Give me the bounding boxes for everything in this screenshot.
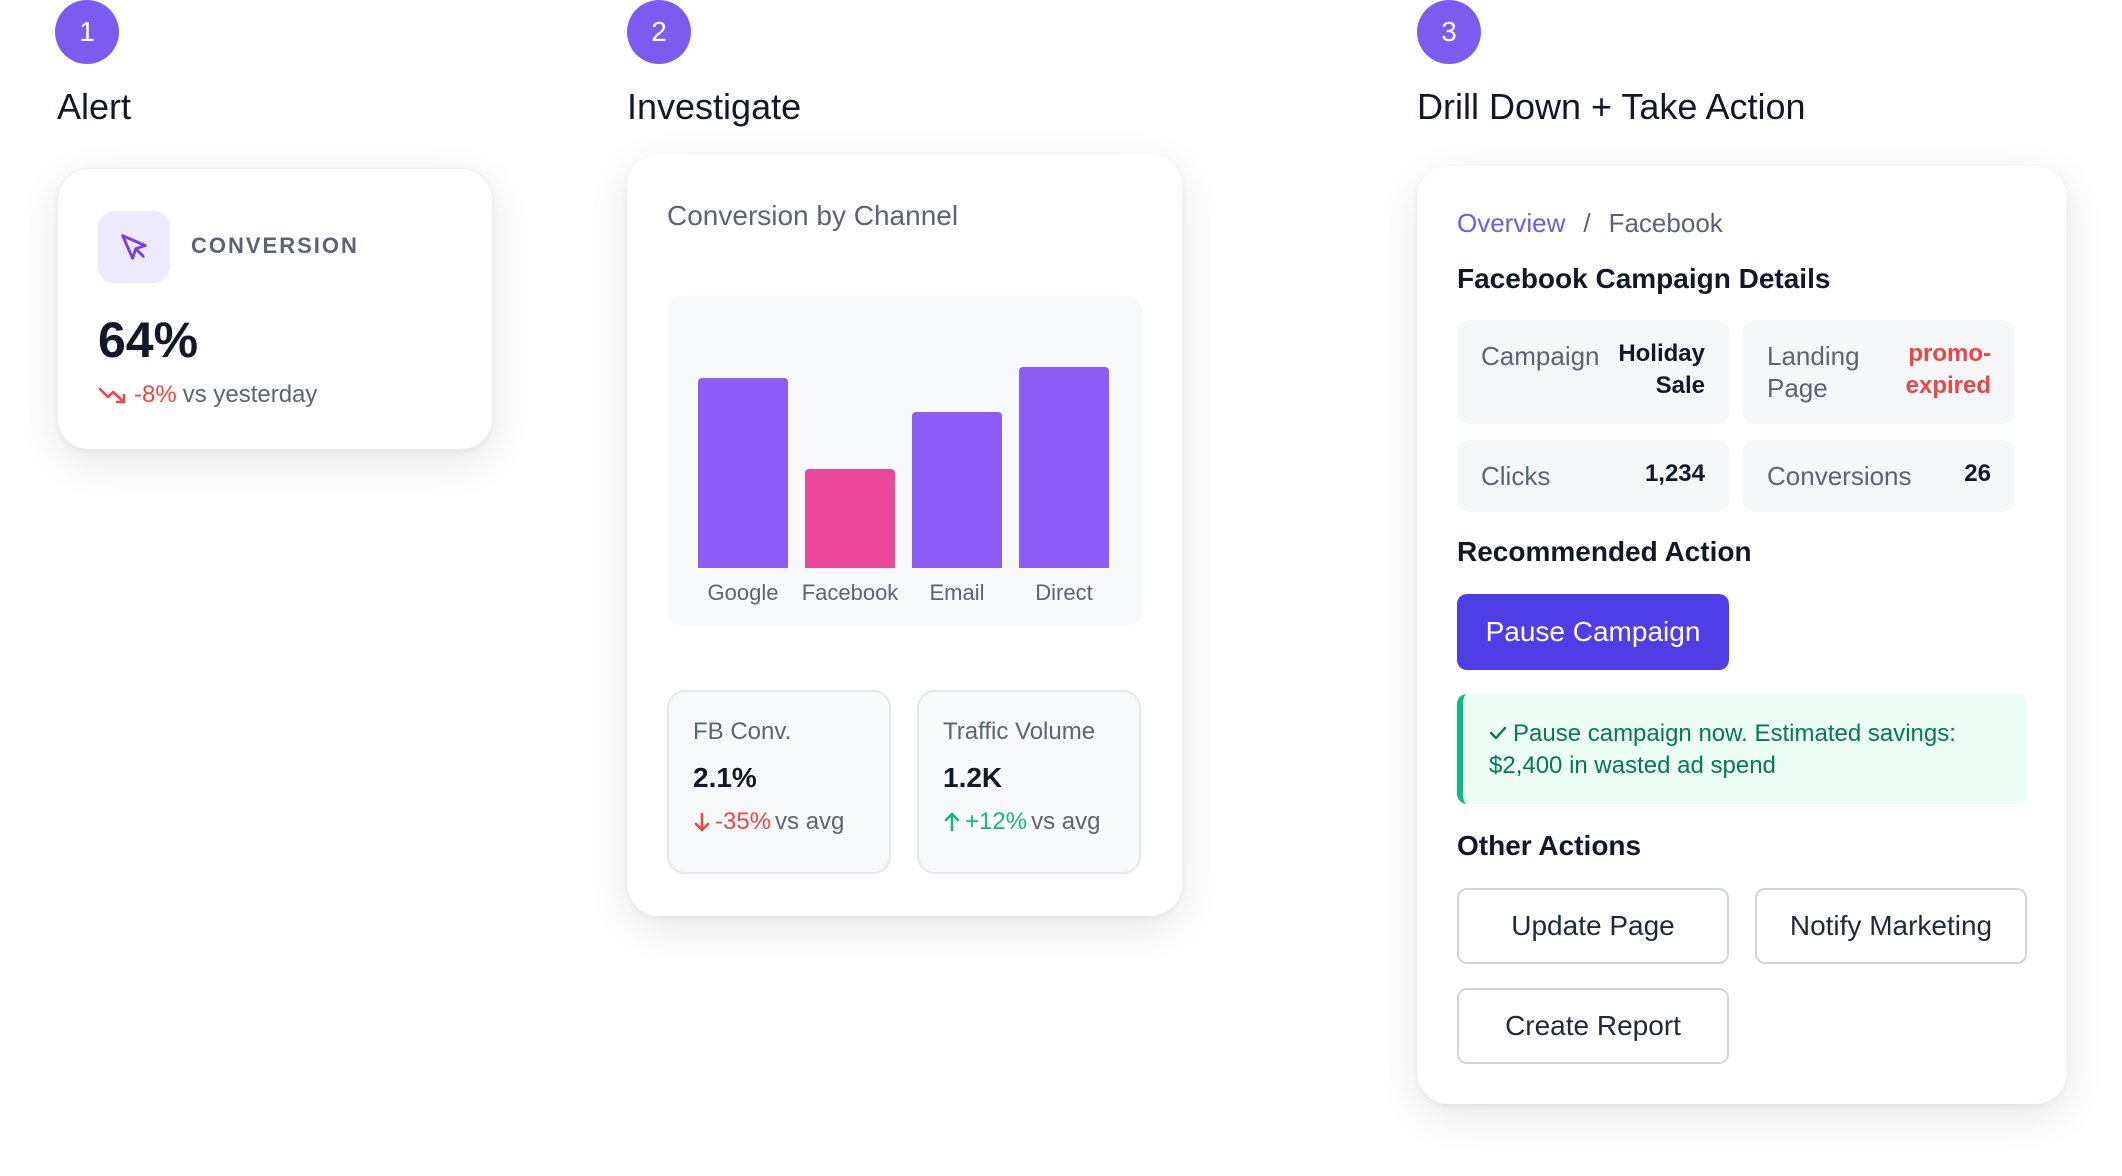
detail-value: 1,234 <box>1644 460 1705 487</box>
notify-marketing-button[interactable]: Notify Marketing <box>1755 888 2027 964</box>
metric-delta-suffix: vs yesterday <box>182 381 318 408</box>
stat-delta-value: +12% <box>965 808 1028 835</box>
stat-label: Traffic Volume <box>943 718 1096 745</box>
other-actions-heading: Other Actions <box>1457 830 1642 861</box>
metric-delta: -8% vs yesterday <box>98 381 317 409</box>
detail-label: Conversions <box>1767 461 1912 491</box>
bar-label-google: Google <box>707 580 779 605</box>
breadcrumb-current: Facebook <box>1608 208 1723 238</box>
recommendation-notice: Pause campaign now. Estimated savings: $… <box>1457 694 2027 804</box>
stat-delta-value: -35% <box>715 808 772 835</box>
metric-value: 64% <box>98 312 199 368</box>
detail-value: Holiday Sale <box>1618 340 1705 399</box>
bar-label-facebook: Facebook <box>801 580 899 605</box>
stat-delta-suffix: vs avg <box>1031 808 1101 835</box>
step-3-title: Drill Down + Take Action <box>1417 86 1806 127</box>
stat-value: 2.1% <box>693 762 757 793</box>
detail-value: promo-expired <box>1905 340 1991 399</box>
breadcrumb: Overview / Facebook <box>1457 208 1723 239</box>
stat-value: 1.2K <box>943 762 1003 793</box>
recommended-action-heading: Recommended Action <box>1457 536 1752 567</box>
stat-delta: +12% vs avg <box>943 808 1100 836</box>
step-2-title: Investigate <box>627 86 802 127</box>
detail-conversions: Conversions 26 <box>1743 440 2015 512</box>
stat-delta-suffix: vs avg <box>775 808 845 835</box>
detail-clicks: Clicks 1,234 <box>1457 440 1729 512</box>
breadcrumb-overview-link[interactable]: Overview <box>1457 208 1566 238</box>
conversion-alert-card[interactable]: CONVERSION 64% -8% vs yesterday <box>57 168 493 450</box>
notice-text: Pause campaign now. Estimated savings: $… <box>1489 720 1956 779</box>
bar-chart: Google Facebook Email Direct <box>667 296 1142 626</box>
bar-email[interactable] <box>912 412 1002 568</box>
cursor-arrow-icon <box>121 234 147 260</box>
metric-label: CONVERSION <box>191 233 359 258</box>
detail-campaign: Campaign Holiday Sale <box>1457 320 1729 424</box>
detail-label: Clicks <box>1481 461 1551 491</box>
bar-label-email: Email <box>929 580 985 605</box>
bar-direct[interactable] <box>1019 366 1109 568</box>
step-2-number: 2 <box>627 0 691 64</box>
pause-campaign-button[interactable]: Pause Campaign <box>1457 594 1729 670</box>
arrow-up-icon <box>944 812 960 832</box>
alert-icon-container <box>98 211 170 283</box>
stat-delta: -35% vs avg <box>693 808 844 836</box>
bar-facebook[interactable] <box>805 468 895 568</box>
step-3-number: 3 <box>1417 0 1481 64</box>
chart-title: Conversion by Channel <box>667 200 959 231</box>
detail-value: 26 <box>1964 460 1991 487</box>
step-1-number: 1 <box>55 0 119 64</box>
detail-landing-page: Landing Page promo-expired <box>1743 320 2015 424</box>
campaign-details-heading: Facebook Campaign Details <box>1457 263 1831 294</box>
update-page-button[interactable]: Update Page <box>1457 888 1729 964</box>
bar-google[interactable] <box>698 378 788 568</box>
detail-label: Campaign <box>1481 341 1600 371</box>
metric-delta-value: -8% <box>134 381 177 408</box>
detail-label: Landing Page <box>1767 341 1860 403</box>
arrow-down-icon <box>694 812 710 832</box>
create-report-button[interactable]: Create Report <box>1457 988 1729 1064</box>
stat-traffic-volume[interactable]: Traffic Volume 1.2K +12% vs avg <box>917 690 1141 874</box>
bar-label-direct: Direct <box>1035 580 1093 605</box>
drill-down-card: Overview / Facebook Facebook Campaign De… <box>1417 166 2067 1104</box>
check-icon <box>1489 718 1507 750</box>
step-1-title: Alert <box>57 86 132 127</box>
trend-down-icon <box>98 387 126 404</box>
stat-label: FB Conv. <box>693 718 792 745</box>
breadcrumb-separator: / <box>1583 208 1591 238</box>
stat-fb-conversion[interactable]: FB Conv. 2.1% -35% vs avg <box>667 690 891 874</box>
investigate-card: Conversion by Channel Google Facebook Emai… <box>627 154 1182 916</box>
